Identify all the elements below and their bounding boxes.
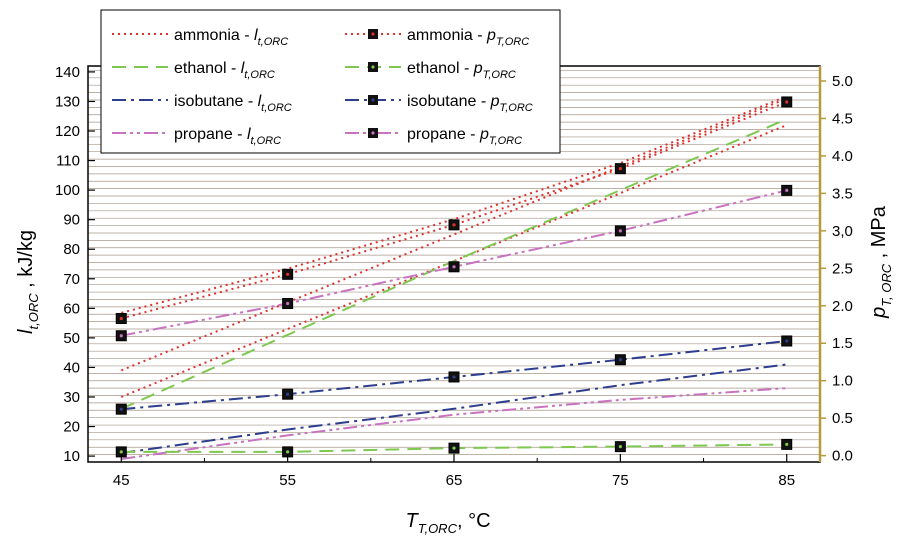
legend-item-0: ammonia - lt,ORC	[112, 27, 288, 48]
y2-tick-label: 5.0	[832, 73, 853, 90]
legend-label: isobutane - lt,ORC	[174, 93, 292, 114]
data-point-center	[286, 301, 290, 306]
legend-swatch-center	[371, 98, 375, 102]
y-tick-label: 70	[63, 271, 80, 288]
x-tick-label: 65	[446, 472, 463, 489]
y-tick-label: 140	[55, 64, 80, 81]
series-line	[121, 101, 788, 320]
y-tick-label: 40	[63, 359, 80, 376]
legend-box	[100, 9, 561, 154]
series-layer	[115, 95, 793, 460]
data-point-center	[119, 334, 123, 338]
legend-label: ammonia - pT,ORC	[407, 27, 529, 48]
x-tick-label: 45	[113, 472, 130, 489]
legend-swatch-center	[371, 65, 375, 69]
y-tick-label: 100	[55, 182, 80, 199]
y-tick-label: 90	[63, 212, 80, 229]
series-line	[120, 118, 788, 410]
data-point-center	[618, 358, 622, 362]
y-tick-label: 20	[63, 419, 80, 436]
data-point-center	[286, 450, 290, 454]
legend-item-7: propane - pT,ORC	[345, 126, 522, 147]
data-point-center	[452, 375, 456, 379]
legend-item-4: ammonia - pT,ORC	[345, 27, 529, 48]
y2-tick-label: 1.0	[832, 373, 853, 390]
legend-item-3: propane - lt,ORC	[112, 126, 281, 147]
legend-item-5: ethanol - pT,ORC	[345, 60, 516, 81]
y-axis-label: lt,ORC , kJ/kg	[15, 230, 41, 334]
y-tick-label: 120	[55, 123, 80, 140]
data-point-center	[452, 223, 456, 227]
data-point-center	[785, 339, 789, 343]
y-tick-label: 130	[55, 93, 80, 110]
series-6	[115, 335, 793, 415]
y2-tick-label: 3,0	[832, 223, 853, 240]
y-tick-label: 10	[63, 448, 80, 465]
data-point-center	[452, 265, 456, 269]
x-tick-label: 55	[279, 472, 296, 489]
legend-label: ethanol - lt,ORC	[174, 60, 275, 81]
y2-tick-label: 0.5	[832, 410, 853, 427]
data-point-center	[452, 446, 456, 450]
gridlines	[88, 70, 820, 455]
data-point-center	[785, 188, 789, 192]
y2-tick-label: 4.0	[832, 148, 853, 165]
y2-tick-label: 2.0	[832, 298, 853, 315]
data-point-center	[618, 445, 622, 449]
data-point-center	[618, 229, 622, 233]
series-line	[121, 95, 788, 314]
legend-label: ammonia - lt,ORC	[174, 27, 288, 48]
legend-label: ethanol - pT,ORC	[407, 60, 516, 81]
x-tick-label: 85	[778, 472, 795, 489]
x-axis-label: TT,ORC, °C	[405, 510, 490, 536]
legend-swatch-center	[371, 32, 375, 36]
data-point-center	[785, 442, 789, 446]
data-point-center	[119, 316, 123, 321]
data-point-center	[119, 450, 123, 454]
legend-item-2: isobutane - lt,ORC	[112, 93, 292, 114]
legend-label: isobutane - pT,ORC	[407, 93, 533, 114]
y2-tick-label: 0.0	[832, 448, 853, 465]
data-point-center	[785, 100, 789, 104]
y2-tick-label: 3.5	[832, 185, 853, 202]
y-tick-label: 60	[63, 300, 80, 317]
data-point-center	[119, 407, 123, 411]
y2-tick-label: 2.5	[832, 260, 853, 277]
series-5	[115, 438, 793, 458]
y-tick-label: 50	[63, 330, 80, 347]
legend-label: propane - pT,ORC	[407, 126, 522, 147]
y-tick-label: 80	[63, 241, 80, 258]
series-4	[115, 95, 793, 325]
axes-ticks: 45 55 65 75 85 10 20 30 40 50 60 70 80 90 100 110 120 130…	[55, 64, 853, 489]
legend-item-1: ethanol - lt,ORC	[112, 60, 275, 81]
y2-axis-label: pT, ORC , MPa	[868, 205, 894, 319]
x-tick-label: 75	[612, 472, 629, 489]
legend: ammonia - lt,ORC ethanol - lt,ORC isobutan…	[100, 9, 561, 154]
y2-tick-label: 1.5	[832, 335, 853, 352]
series-2	[121, 363, 787, 455]
y2-tick-label: 4.5	[832, 110, 853, 127]
series-line	[121, 363, 787, 455]
series-7	[115, 184, 793, 342]
legend-swatch-center	[371, 131, 375, 135]
y-tick-label: 30	[63, 389, 80, 406]
data-point-center	[618, 167, 622, 171]
legend-label: propane - lt,ORC	[174, 126, 281, 147]
data-point-center	[286, 272, 290, 276]
legend-item-6: isobutane - pT,ORC	[345, 93, 533, 114]
data-point-center	[286, 392, 290, 396]
series-1	[120, 118, 788, 410]
y-tick-label: 110	[56, 153, 80, 170]
